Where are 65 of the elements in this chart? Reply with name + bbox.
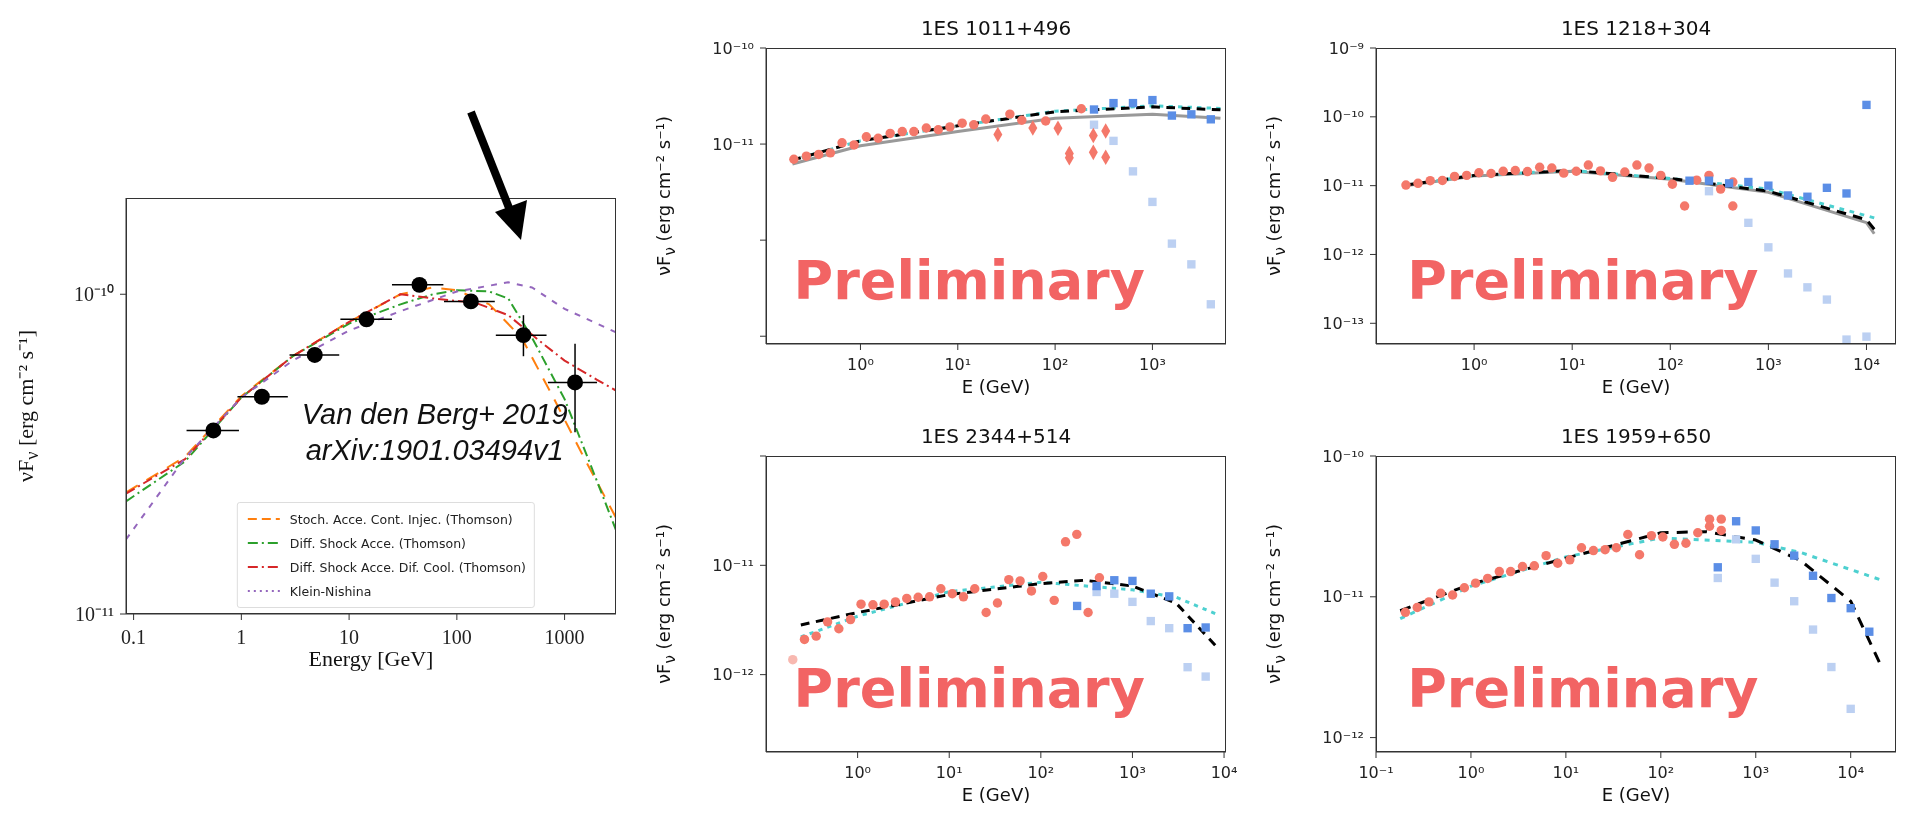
annotation: Van den Berg+ 2019	[301, 397, 568, 431]
x-tick-label: 10⁰	[1457, 763, 1485, 782]
y-tick-label: 10⁻¹⁰	[1322, 446, 1364, 466]
chart-title: 1ES 1959+650	[1559, 424, 1713, 448]
x-tick-label: 10⁰	[847, 355, 874, 374]
annotation: Preliminary	[793, 657, 1145, 721]
point	[358, 311, 375, 328]
x-tick-label: 10	[339, 626, 360, 648]
y-tick-label: 10⁻¹²	[1322, 245, 1364, 265]
x-tick-label: 10³	[1119, 763, 1146, 782]
x-tick-label: 10⁻¹	[1358, 763, 1394, 782]
y-tick-label: 10⁻¹³	[1322, 313, 1364, 333]
y-tick-label: 10⁻¹²	[1322, 728, 1364, 748]
y-tick-label: 10⁻¹²	[712, 665, 754, 685]
y-tick-label: 10⁻¹⁰	[1322, 107, 1364, 127]
annotation: Preliminary	[1407, 249, 1759, 313]
x-tick-label: 10³	[1754, 355, 1782, 374]
x-tick-label: 10⁰	[1460, 355, 1488, 374]
y-tick-label: 10⁻¹⁰	[712, 38, 754, 58]
x-tick-label: 10³	[1742, 763, 1770, 782]
x-tick-label: 10⁴	[1853, 355, 1880, 374]
x-tick-label: 10⁴	[1837, 763, 1865, 782]
chart-title: 1ES 1011+496	[919, 16, 1073, 40]
y-tick-label: 10⁻¹¹	[712, 134, 754, 154]
annotation: Preliminary	[793, 249, 1145, 313]
point	[411, 276, 428, 293]
annotation: arXiv:1901.03494v1	[305, 433, 564, 467]
legend-label: Stoch. Acce. Cont. Injec. (Thomson)	[289, 511, 513, 527]
y-tick-label: 10⁻¹¹	[1322, 587, 1364, 607]
x-tick-label: 100	[441, 626, 472, 648]
x-tick-label: 1	[236, 626, 247, 648]
x-axis-title: E (GeV)	[960, 376, 1032, 397]
x-tick-label: 10²	[1027, 763, 1055, 782]
x-tick-label: 10¹	[935, 763, 963, 782]
chart-title: 1ES 2344+514	[919, 424, 1073, 448]
annotation: Preliminary	[1407, 657, 1759, 721]
legend-label: Klein-Nishina	[289, 583, 372, 599]
x-axis-title: E (GeV)	[960, 784, 1032, 805]
x-tick-label: 10⁴	[1210, 763, 1238, 782]
x-tick-label: 10⁰	[844, 763, 871, 782]
x-tick-label: 10²	[1041, 355, 1069, 374]
point	[253, 388, 270, 405]
x-tick-label: 10¹	[1552, 763, 1580, 782]
x-tick-label: 0.1	[121, 626, 147, 648]
x-tick-label: 10¹	[1558, 355, 1586, 374]
x-tick-label: 10³	[1139, 355, 1166, 374]
x-tick-label: 10¹	[944, 355, 972, 374]
legend-label: Diff. Shock Acce. (Thomson)	[289, 535, 467, 551]
point	[306, 346, 323, 363]
x-tick-label: 10²	[1656, 355, 1684, 374]
x-tick-label: 1000	[544, 626, 585, 648]
y-tick-label: 10⁻¹⁰	[74, 283, 114, 306]
y-tick-label: 10⁻⁹	[1328, 38, 1364, 58]
y-tick-label: 10⁻¹¹	[712, 555, 754, 575]
x-tick-label: 10²	[1647, 763, 1675, 782]
y-tick-label: 10⁻¹¹	[75, 603, 114, 625]
point	[462, 293, 479, 310]
x-axis-title: E (GeV)	[1600, 376, 1672, 397]
legend-label: Diff. Shock Acce. Dif. Cool. (Thomson)	[289, 559, 526, 575]
point	[567, 374, 584, 391]
y-tick-label: 10⁻¹¹	[1322, 176, 1364, 196]
chart-title: 1ES 1218+304	[1559, 16, 1713, 40]
point	[515, 327, 532, 344]
x-axis-title: E (GeV)	[1600, 784, 1672, 805]
x-axis-title: Energy [GeV]	[308, 646, 434, 671]
